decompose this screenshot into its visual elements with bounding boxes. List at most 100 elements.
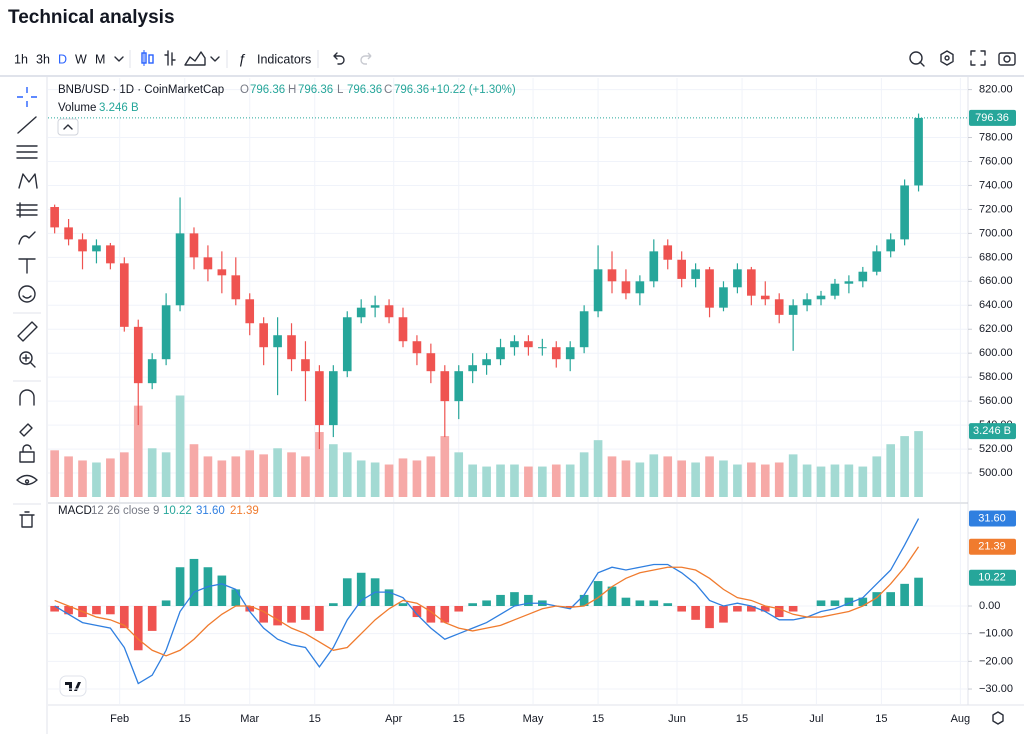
volume-bar — [621, 460, 631, 497]
settings-button[interactable] — [940, 50, 954, 66]
candle-body — [830, 283, 840, 296]
x-tick-label: Feb — [110, 713, 129, 725]
brush-tool[interactable] — [18, 231, 36, 245]
screenshot-button[interactable] — [998, 52, 1016, 66]
volume-bar — [551, 464, 561, 497]
measure-tool[interactable] — [17, 321, 38, 342]
delete-tool[interactable] — [19, 511, 35, 528]
volume-bar — [119, 452, 129, 497]
macd-value-badge — [969, 510, 1016, 527]
y-tick-label: 780.00 — [979, 131, 1013, 143]
volume-bar — [663, 456, 673, 497]
interval-button[interactable]: D — [58, 52, 67, 66]
volume-bar — [370, 462, 380, 497]
candle-body — [788, 305, 798, 315]
histogram-bar — [886, 592, 896, 606]
candle-body — [92, 245, 101, 252]
histogram-bar — [342, 578, 352, 606]
undo-button[interactable] — [333, 52, 345, 65]
x-tick-label: 15 — [179, 713, 191, 725]
ohlc-letter: L — [337, 84, 344, 96]
magnet-tool[interactable] — [19, 389, 35, 406]
crosshair-tool[interactable] — [17, 87, 37, 107]
last-price-badge — [969, 109, 1016, 126]
candle-body — [412, 341, 422, 354]
histogram-bar — [329, 603, 338, 606]
prediction-tool[interactable] — [16, 202, 38, 218]
histogram-bar — [733, 605, 742, 612]
candle-body — [440, 371, 450, 402]
text-tool[interactable] — [18, 258, 36, 274]
histogram-bar — [788, 605, 798, 612]
histogram-bar — [579, 594, 589, 606]
x-tick-label: 15 — [736, 713, 748, 725]
y-tick-label: −20.00 — [979, 655, 1013, 667]
candle-body — [551, 347, 561, 360]
lock-tool[interactable] — [19, 444, 35, 463]
histogram-bar — [454, 605, 464, 612]
y-tick-label: 580.00 — [979, 371, 1013, 383]
pattern-tool[interactable] — [18, 173, 38, 189]
candle-body — [802, 299, 812, 306]
volume-legend-value: 3.246 B — [99, 102, 139, 114]
candle-body — [426, 353, 436, 372]
collapse-button[interactable] — [57, 118, 79, 136]
histogram-bar — [231, 589, 241, 606]
candle-body — [774, 299, 784, 315]
hide-tool[interactable] — [16, 474, 38, 486]
histogram-bar — [914, 577, 923, 606]
volume-bar — [329, 444, 338, 497]
toolbar: ƒ Indicators 1h 3h D W M — [14, 50, 1016, 68]
y-tick-label: 520.00 — [979, 443, 1013, 455]
bars-button[interactable] — [164, 50, 176, 66]
lock-drawings-tool[interactable] — [19, 423, 33, 437]
macd-legend: MACD — [58, 505, 92, 517]
interval-button[interactable]: W — [75, 52, 87, 66]
candle-body — [189, 233, 199, 258]
fullscreen-button[interactable] — [970, 50, 986, 66]
candles-button[interactable] — [141, 50, 154, 66]
area-button[interactable] — [184, 51, 206, 66]
volume-bar — [733, 464, 742, 497]
volume-bar — [914, 431, 923, 497]
interval-button[interactable]: M — [95, 52, 105, 66]
chart-type-dropdown[interactable] — [210, 56, 220, 62]
y-tick-label: 660.00 — [979, 275, 1013, 287]
indicators-button[interactable]: Indicators — [257, 52, 311, 66]
volume-bar — [579, 452, 589, 497]
histogram-bar — [356, 572, 366, 606]
trendline-tool[interactable] — [17, 116, 37, 134]
volume-bar — [78, 460, 87, 497]
macd-line — [54, 518, 920, 685]
drawing-toolbar — [13, 87, 41, 528]
interval-dropdown[interactable] — [114, 56, 124, 62]
macd-line — [54, 546, 920, 657]
zoom-tool[interactable] — [19, 351, 36, 368]
y-tick-label: 740.00 — [979, 179, 1013, 191]
ohlc-letter: C — [384, 84, 392, 96]
alert-button[interactable] — [909, 51, 925, 67]
emoji-tool[interactable] — [18, 285, 36, 303]
change-value: +10.22 (+1.30%) — [430, 84, 516, 96]
histogram-bar — [301, 605, 310, 620]
redo-button[interactable] — [360, 52, 372, 65]
volume-bar — [565, 464, 575, 497]
ohlc-letter: O — [240, 84, 249, 96]
fib-tool[interactable] — [16, 145, 38, 159]
x-tick-label: 15 — [592, 713, 604, 725]
volume-bar — [161, 452, 171, 497]
candle-body — [301, 359, 310, 372]
axis-settings-button[interactable] — [992, 711, 1004, 725]
macd-value-badge — [969, 538, 1016, 555]
interval-button[interactable]: 3h — [36, 52, 50, 66]
interval-button[interactable]: 1h — [14, 52, 28, 66]
candle-body — [510, 341, 519, 348]
y-tick-label: 620.00 — [979, 323, 1013, 335]
ohlc-value: 796.36 — [298, 84, 333, 96]
volume-legend: Volume — [58, 102, 96, 114]
x-tick-label: Apr — [385, 713, 402, 725]
candle-body — [844, 281, 854, 284]
candle-body — [914, 117, 923, 186]
